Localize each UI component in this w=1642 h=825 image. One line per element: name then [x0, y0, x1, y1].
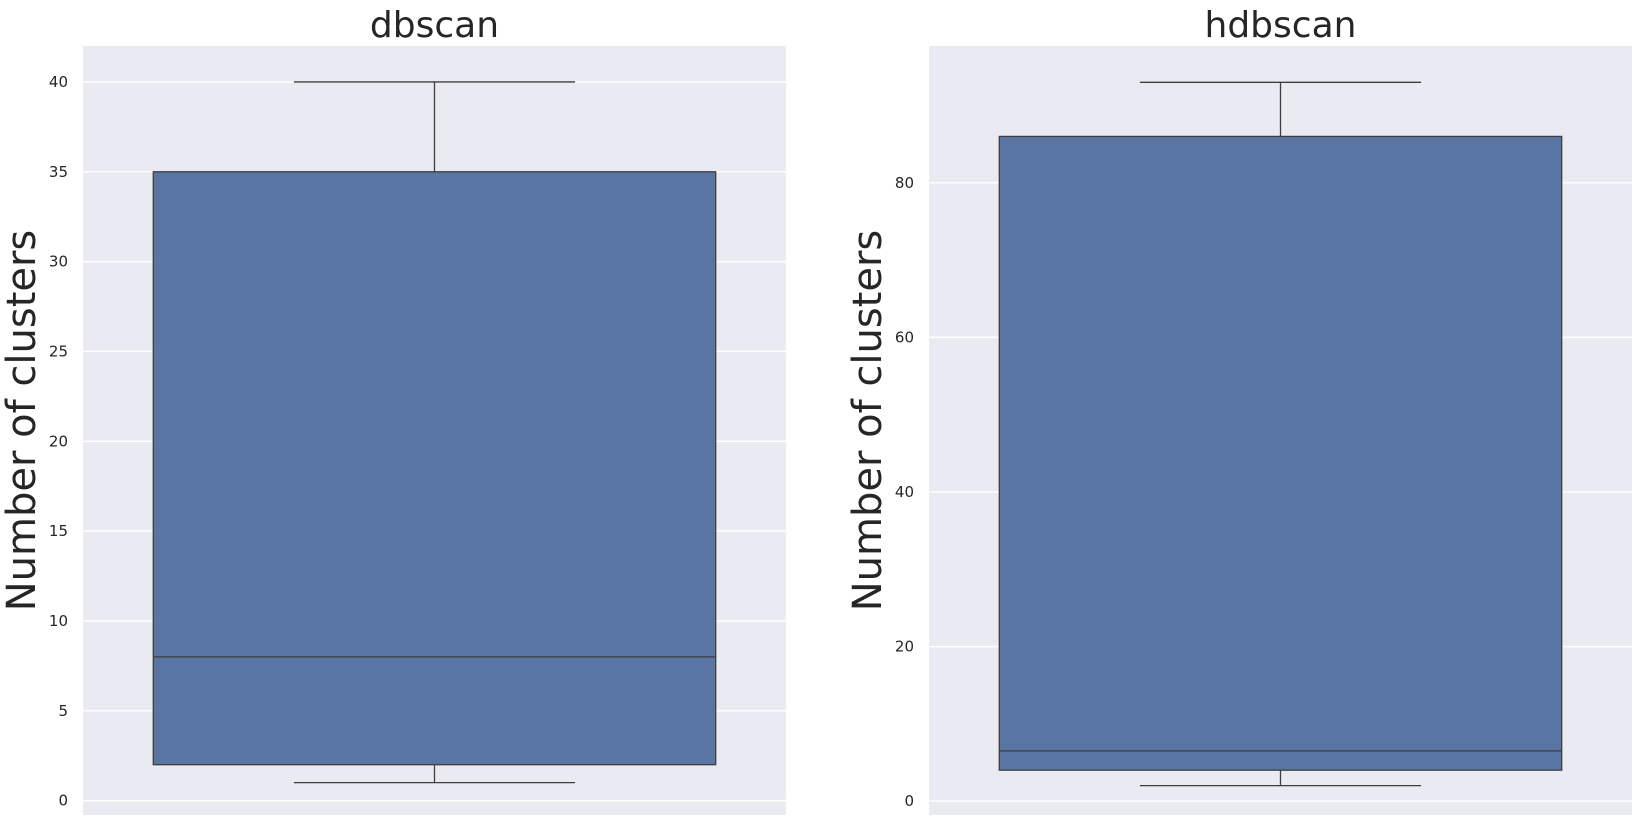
y-tick-label: 40	[895, 483, 914, 501]
box-iqr	[998, 135, 1563, 771]
y-tick-label: 25	[49, 342, 68, 360]
y-tick-label: 80	[895, 174, 914, 192]
y-tick-label: 15	[49, 522, 68, 540]
y-tick-label: 20	[49, 432, 68, 450]
y-tick-label: 0	[58, 792, 68, 810]
y-axis-label: Number of clusters	[0, 230, 45, 612]
y-tick-label: 0	[904, 792, 914, 810]
y-tick-label: 10	[49, 612, 68, 630]
chart-title: dbscan	[370, 5, 499, 46]
y-tick-label: 5	[58, 702, 68, 720]
chart-panel-dbscan: 0 5 10 15 20 25 30 35 40 dbscan Number of clusters	[0, 5, 786, 815]
box-iqr	[152, 171, 717, 766]
y-tick-label: 20	[895, 638, 914, 656]
chart-panel-hdbscan: 0 20 40 60 80 hdbscan Number of clusters	[845, 5, 1632, 815]
y-tick-label: 60	[895, 328, 914, 346]
y-axis-label: Number of clusters	[845, 230, 891, 612]
y-tick-label: 40	[49, 73, 68, 91]
y-tick-label: 30	[49, 253, 68, 271]
y-tick-label: 35	[49, 163, 68, 181]
chart-title: hdbscan	[1205, 5, 1357, 46]
